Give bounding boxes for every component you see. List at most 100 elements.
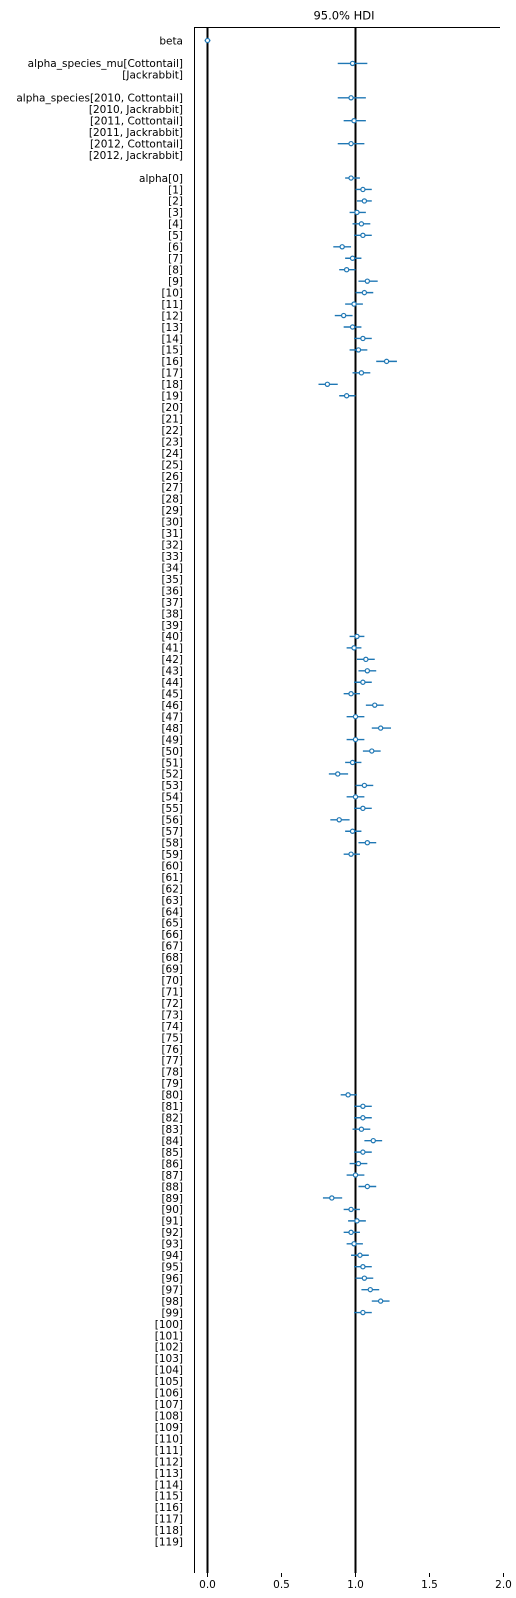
mean-point bbox=[358, 1126, 365, 1132]
mean-point bbox=[351, 645, 357, 651]
y-tick-label: [25] bbox=[161, 459, 183, 471]
mean-point bbox=[336, 817, 342, 823]
mean-point bbox=[349, 324, 356, 330]
y-tick-label: [100] bbox=[155, 1319, 183, 1331]
y-tick-label: [109] bbox=[155, 1422, 183, 1434]
y-tick-label: [37] bbox=[161, 597, 183, 609]
y-tick-label: [39] bbox=[161, 620, 183, 632]
y-tick-label: [44] bbox=[161, 677, 183, 689]
y-tick-label: [2012, Jackrabbit] bbox=[89, 150, 183, 162]
y-tick-label: [111] bbox=[155, 1445, 183, 1457]
mean-point bbox=[343, 393, 350, 399]
y-tick-label: [74] bbox=[161, 1021, 183, 1033]
y-tick-label: [103] bbox=[155, 1353, 183, 1365]
y-tick-label: [22] bbox=[161, 425, 183, 437]
y-tick-label: [54] bbox=[161, 792, 183, 804]
mean-point bbox=[360, 232, 366, 239]
mean-point bbox=[361, 198, 368, 204]
y-tick-label: [9] bbox=[168, 276, 183, 288]
x-tick-label: 2.0 bbox=[495, 1579, 512, 1591]
y-tick-label: [73] bbox=[161, 1009, 183, 1021]
y-tick-label: [35] bbox=[161, 574, 183, 586]
y-tick-label: [70] bbox=[161, 975, 183, 987]
y-tick-label: [26] bbox=[161, 471, 183, 483]
y-tick-label: [76] bbox=[161, 1044, 183, 1056]
mean-point bbox=[360, 1115, 366, 1121]
mean-point bbox=[367, 1286, 373, 1293]
y-tick-label: alpha_species[2010, Cottontail] bbox=[16, 93, 183, 105]
mean-point bbox=[354, 1218, 360, 1224]
mean-point bbox=[339, 244, 345, 250]
mean-point bbox=[351, 301, 357, 307]
y-tick-label: [72] bbox=[161, 998, 183, 1010]
y-tick-label: [30] bbox=[161, 517, 183, 529]
y-tick-label: [90] bbox=[161, 1204, 183, 1216]
y-tick-label: [2011, Jackrabbit] bbox=[89, 127, 183, 139]
mean-point bbox=[364, 668, 371, 674]
x-tick-label: 1.0 bbox=[347, 1579, 364, 1591]
y-tick-label: [28] bbox=[161, 494, 183, 506]
y-tick-label: [118] bbox=[155, 1525, 183, 1537]
mean-point bbox=[363, 656, 369, 663]
y-tick-label: [15] bbox=[161, 345, 183, 357]
y-tick-label: [55] bbox=[161, 803, 183, 815]
y-tick-label: [106] bbox=[155, 1388, 183, 1400]
mean-point bbox=[361, 1275, 368, 1281]
y-tick-label: [7] bbox=[168, 253, 183, 265]
mean-point bbox=[377, 725, 384, 731]
y-tick-label: [36] bbox=[161, 585, 183, 597]
mean-point bbox=[361, 289, 368, 296]
y-tick-label: [80] bbox=[161, 1090, 183, 1102]
y-tick-label: [40] bbox=[161, 631, 183, 643]
mean-point bbox=[340, 312, 347, 319]
mean-point bbox=[361, 782, 368, 789]
y-tick-label: [75] bbox=[161, 1032, 183, 1044]
y-tick-label: [27] bbox=[161, 482, 183, 494]
y-tick-label: [45] bbox=[161, 689, 183, 701]
mean-point bbox=[329, 1195, 335, 1201]
y-tick-label: [93] bbox=[161, 1239, 183, 1251]
y-tick-label: [1] bbox=[168, 184, 183, 196]
mean-point bbox=[351, 118, 357, 124]
y-tick-label: [64] bbox=[161, 906, 183, 918]
y-tick-label: [104] bbox=[155, 1365, 183, 1377]
y-tick-label: [12] bbox=[161, 310, 183, 322]
mean-point bbox=[349, 60, 356, 67]
y-tick-label: [56] bbox=[161, 815, 183, 827]
y-tick-label: [102] bbox=[155, 1342, 183, 1354]
y-tick-label: [48] bbox=[161, 723, 183, 735]
y-tick-label: [21] bbox=[161, 413, 183, 425]
mean-point bbox=[377, 1298, 384, 1304]
y-tick-label: [19] bbox=[161, 391, 183, 403]
y-tick-label: [49] bbox=[161, 734, 183, 746]
y-tick-label: beta bbox=[159, 35, 183, 47]
y-tick-label: [119] bbox=[155, 1537, 183, 1549]
y-tick-label: [31] bbox=[161, 528, 183, 540]
y-tick-label: [2011, Cottontail] bbox=[90, 116, 183, 128]
y-tick-label: [115] bbox=[155, 1491, 183, 1503]
mean-point bbox=[355, 1160, 362, 1167]
mean-point bbox=[357, 1252, 363, 1258]
mean-point bbox=[352, 713, 359, 720]
y-tick-label: alpha_species_mu[Cottontail] bbox=[28, 58, 183, 70]
y-tick-label: [112] bbox=[155, 1456, 183, 1468]
y-tick-label: [58] bbox=[161, 838, 183, 850]
x-tick-label: 0.0 bbox=[199, 1579, 216, 1591]
y-tick-label: [18] bbox=[161, 379, 183, 391]
hdi-marks bbox=[204, 37, 397, 1316]
y-tick-label: [42] bbox=[161, 654, 183, 666]
y-tick-label: [86] bbox=[161, 1158, 183, 1170]
mean-point bbox=[383, 358, 390, 365]
y-tick-label: [61] bbox=[161, 872, 183, 884]
y-tick-label: [20] bbox=[161, 402, 183, 414]
mean-point bbox=[348, 175, 354, 181]
y-tick-label: [47] bbox=[161, 711, 183, 723]
reference-lines bbox=[206, 27, 357, 1573]
y-tick-label: [6] bbox=[168, 242, 183, 254]
mean-point bbox=[360, 335, 366, 342]
y-tick-label: [97] bbox=[161, 1284, 183, 1296]
y-tick-labels: beta alpha_species_mu[Cottontail][Jackrab… bbox=[16, 35, 183, 1548]
y-tick-label: [94] bbox=[161, 1250, 183, 1262]
mean-point bbox=[364, 1183, 371, 1190]
